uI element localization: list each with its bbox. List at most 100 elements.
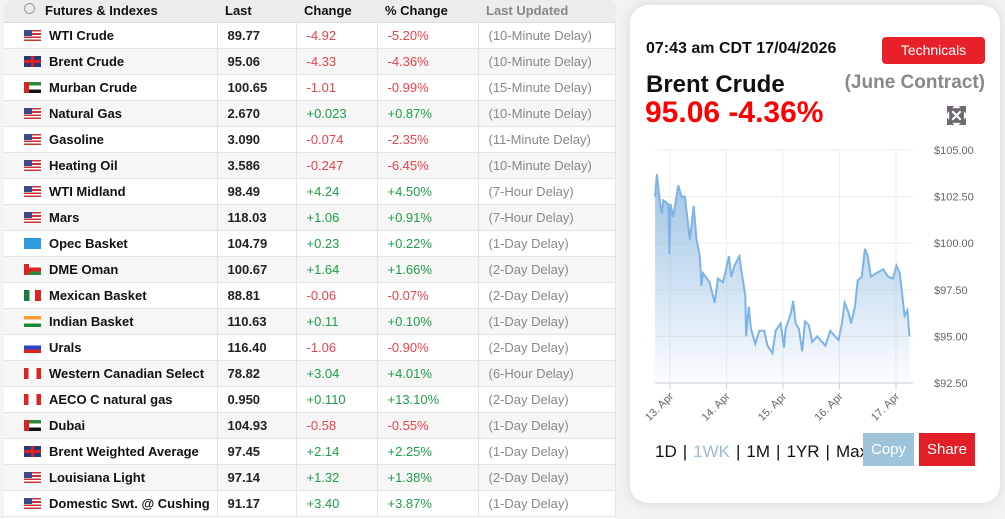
table-row[interactable]: DME Oman 100.67 +1.64 +1.66% (2-Day Delay): [4, 256, 616, 283]
change-value: +2.14: [296, 438, 378, 465]
table-row[interactable]: Urals 116.40 -1.06 -0.90% (2-Day Delay): [4, 334, 616, 361]
table-row[interactable]: WTI Crude 89.77 -4.92 -5.20% (10-Minute Dela…: [4, 22, 616, 49]
table-row[interactable]: Heating Oil 3.586 -0.247 -6.45% (10-Minute D…: [4, 152, 616, 179]
instrument-name[interactable]: WTI Midland: [4, 178, 218, 205]
flag-ca-icon: [24, 367, 41, 379]
instrument-name[interactable]: Mars: [4, 204, 218, 231]
pct-change-value: +4.50%: [377, 178, 479, 205]
futures-table: Futures & Indexes Last Change % Change L…: [4, 0, 616, 517]
range-1d-button[interactable]: 1D: [655, 442, 677, 461]
copy-button[interactable]: Copy: [863, 433, 914, 466]
header-last[interactable]: Last: [217, 0, 296, 23]
table-row[interactable]: Opec Basket 104.79 +0.23 +0.22% (1-Day Delay…: [4, 230, 616, 257]
x-tick-label: 13. Apr: [643, 390, 676, 423]
table-row[interactable]: Brent Crude 95.06 -4.33 -4.36% (10-Minute De…: [4, 48, 616, 75]
table-row[interactable]: Louisiana Light 97.14 +1.32 +1.38% (2-Day De…: [4, 464, 616, 491]
flag-ae-icon: [24, 419, 41, 431]
table-row[interactable]: Mars 118.03 +1.06 +0.91% (7-Hour Delay): [4, 204, 616, 231]
table-row[interactable]: Dubai 104.93 -0.58 -0.55% (1-Day Delay): [4, 412, 616, 439]
instrument-name[interactable]: Gasoline: [4, 126, 218, 153]
instrument-name[interactable]: Opec Basket: [4, 230, 218, 257]
flag-ae-icon: [24, 81, 41, 93]
pct-change-value: +2.25%: [377, 438, 479, 465]
instrument-name[interactable]: Domestic Swt. @ Cushing: [4, 490, 218, 517]
instrument-name[interactable]: WTI Crude: [4, 22, 218, 49]
last-updated: (7-Hour Delay): [478, 178, 616, 205]
technicals-button[interactable]: Technicals: [882, 37, 985, 64]
instrument-name[interactable]: Dubai: [4, 412, 218, 439]
change-value: -4.92: [296, 22, 378, 49]
flag-us-icon: [24, 185, 41, 197]
instrument-name[interactable]: Urals: [4, 334, 218, 361]
header-last-updated[interactable]: Last Updated: [478, 0, 616, 23]
last-updated: (1-Day Delay): [478, 490, 616, 517]
table-row[interactable]: Western Canadian Select 78.82 +3.04 +4.01%(…: [4, 360, 616, 387]
header-name[interactable]: Futures & Indexes: [4, 0, 217, 23]
instrument-name[interactable]: Indian Basket: [4, 308, 218, 335]
pct-change-value: +1.66%: [377, 256, 479, 283]
range-1m-button[interactable]: 1M: [746, 442, 771, 461]
globe-icon: [24, 3, 35, 15]
header-pct-change[interactable]: % Change: [377, 0, 478, 23]
instrument-name[interactable]: Louisiana Light: [4, 464, 218, 491]
table-row[interactable]: WTI Midland 98.49 +4.24 +4.50% (7-Hour Delay…: [4, 178, 616, 205]
last-price: 97.14: [217, 464, 297, 491]
pct-change-value: -0.07%: [377, 282, 479, 309]
last-price: 104.93: [217, 412, 297, 439]
instrument-name[interactable]: AECO C natural gas: [4, 386, 218, 413]
pct-change-value: -0.90%: [377, 334, 479, 361]
instrument-name[interactable]: Mexican Basket: [4, 282, 218, 309]
flag-opec-icon: [24, 237, 41, 249]
change-value: -0.247: [296, 152, 378, 179]
table-row[interactable]: Natural Gas 2.670 +0.023 +0.87% (10-Minute D…: [4, 100, 616, 127]
instrument-name[interactable]: DME Oman: [4, 256, 218, 283]
range-separator: |: [682, 442, 688, 461]
header-change[interactable]: Change: [296, 0, 377, 23]
instrument-name[interactable]: Brent Crude: [4, 48, 218, 75]
table-row[interactable]: Mexican Basket 88.81 -0.06 -0.07% (2-Day Del…: [4, 282, 616, 309]
instrument-name[interactable]: Murban Crude: [4, 74, 218, 101]
x-tick-label: 16. Apr: [812, 390, 845, 423]
instrument-name[interactable]: Heating Oil: [4, 152, 218, 179]
flag-us-icon: [24, 29, 41, 41]
change-value: +0.23: [296, 230, 378, 257]
contract-label: (June Contract): [844, 72, 985, 93]
last-updated: (15-Minute Delay): [478, 74, 616, 101]
range-separator: |: [776, 442, 781, 461]
instrument-name[interactable]: Natural Gas: [4, 100, 218, 127]
last-price: 89.77: [217, 22, 297, 49]
table-row[interactable]: Murban Crude 100.65 -1.01 -0.99% (15-Minute …: [4, 74, 616, 101]
flag-us-icon: [24, 211, 41, 223]
change-value: -0.58: [296, 412, 378, 439]
expand-arrows-icon[interactable]: [946, 105, 967, 126]
last-updated: (2-Day Delay): [478, 282, 616, 309]
table-row[interactable]: AECO C natural gas 0.950 +0.110 +13.10% (2-D…: [4, 386, 616, 413]
range-1yr-button[interactable]: 1YR: [786, 442, 820, 461]
table-row[interactable]: Indian Basket 110.63 +0.11 +0.10% (1-Day Del…: [4, 308, 616, 335]
pct-change-value: -2.35%: [377, 126, 479, 153]
flag-uk-icon: [24, 445, 41, 457]
flag-om-icon: [24, 263, 41, 275]
range-separator: |: [736, 442, 741, 461]
change-value: -0.074: [296, 126, 378, 153]
table-row[interactable]: Brent Weighted Average 97.45 +2.14 +2.25% (1…: [4, 438, 616, 465]
table-row[interactable]: Domestic Swt. @ Cushing 91.17 +3.40 +3.87%(…: [4, 490, 616, 517]
last-price: 3.090: [217, 126, 297, 153]
flag-ru-icon: [24, 341, 41, 353]
flag-us-icon: [24, 471, 41, 483]
last-price: 95.06: [217, 48, 297, 75]
change-value: -4.33: [296, 48, 378, 75]
last-price: 98.49: [217, 178, 297, 205]
price-line: [654, 174, 911, 356]
table-row[interactable]: Gasoline 3.090 -0.074 -2.35% (11-Minute Dela…: [4, 126, 616, 153]
range-max-button[interactable]: Max: [835, 442, 869, 461]
instrument-name[interactable]: Western Canadian Select: [4, 360, 218, 387]
last-updated: (2-Day Delay): [478, 334, 616, 361]
y-tick-label: $102.50: [934, 192, 974, 204]
share-button[interactable]: Share: [919, 433, 975, 466]
range-1wk-button[interactable]: 1WK: [693, 442, 730, 461]
flag-in-icon: [24, 315, 41, 327]
pct-change-value: -0.99%: [377, 74, 479, 101]
instrument-name[interactable]: Brent Weighted Average: [4, 438, 218, 465]
change-value: +4.24: [296, 178, 378, 205]
